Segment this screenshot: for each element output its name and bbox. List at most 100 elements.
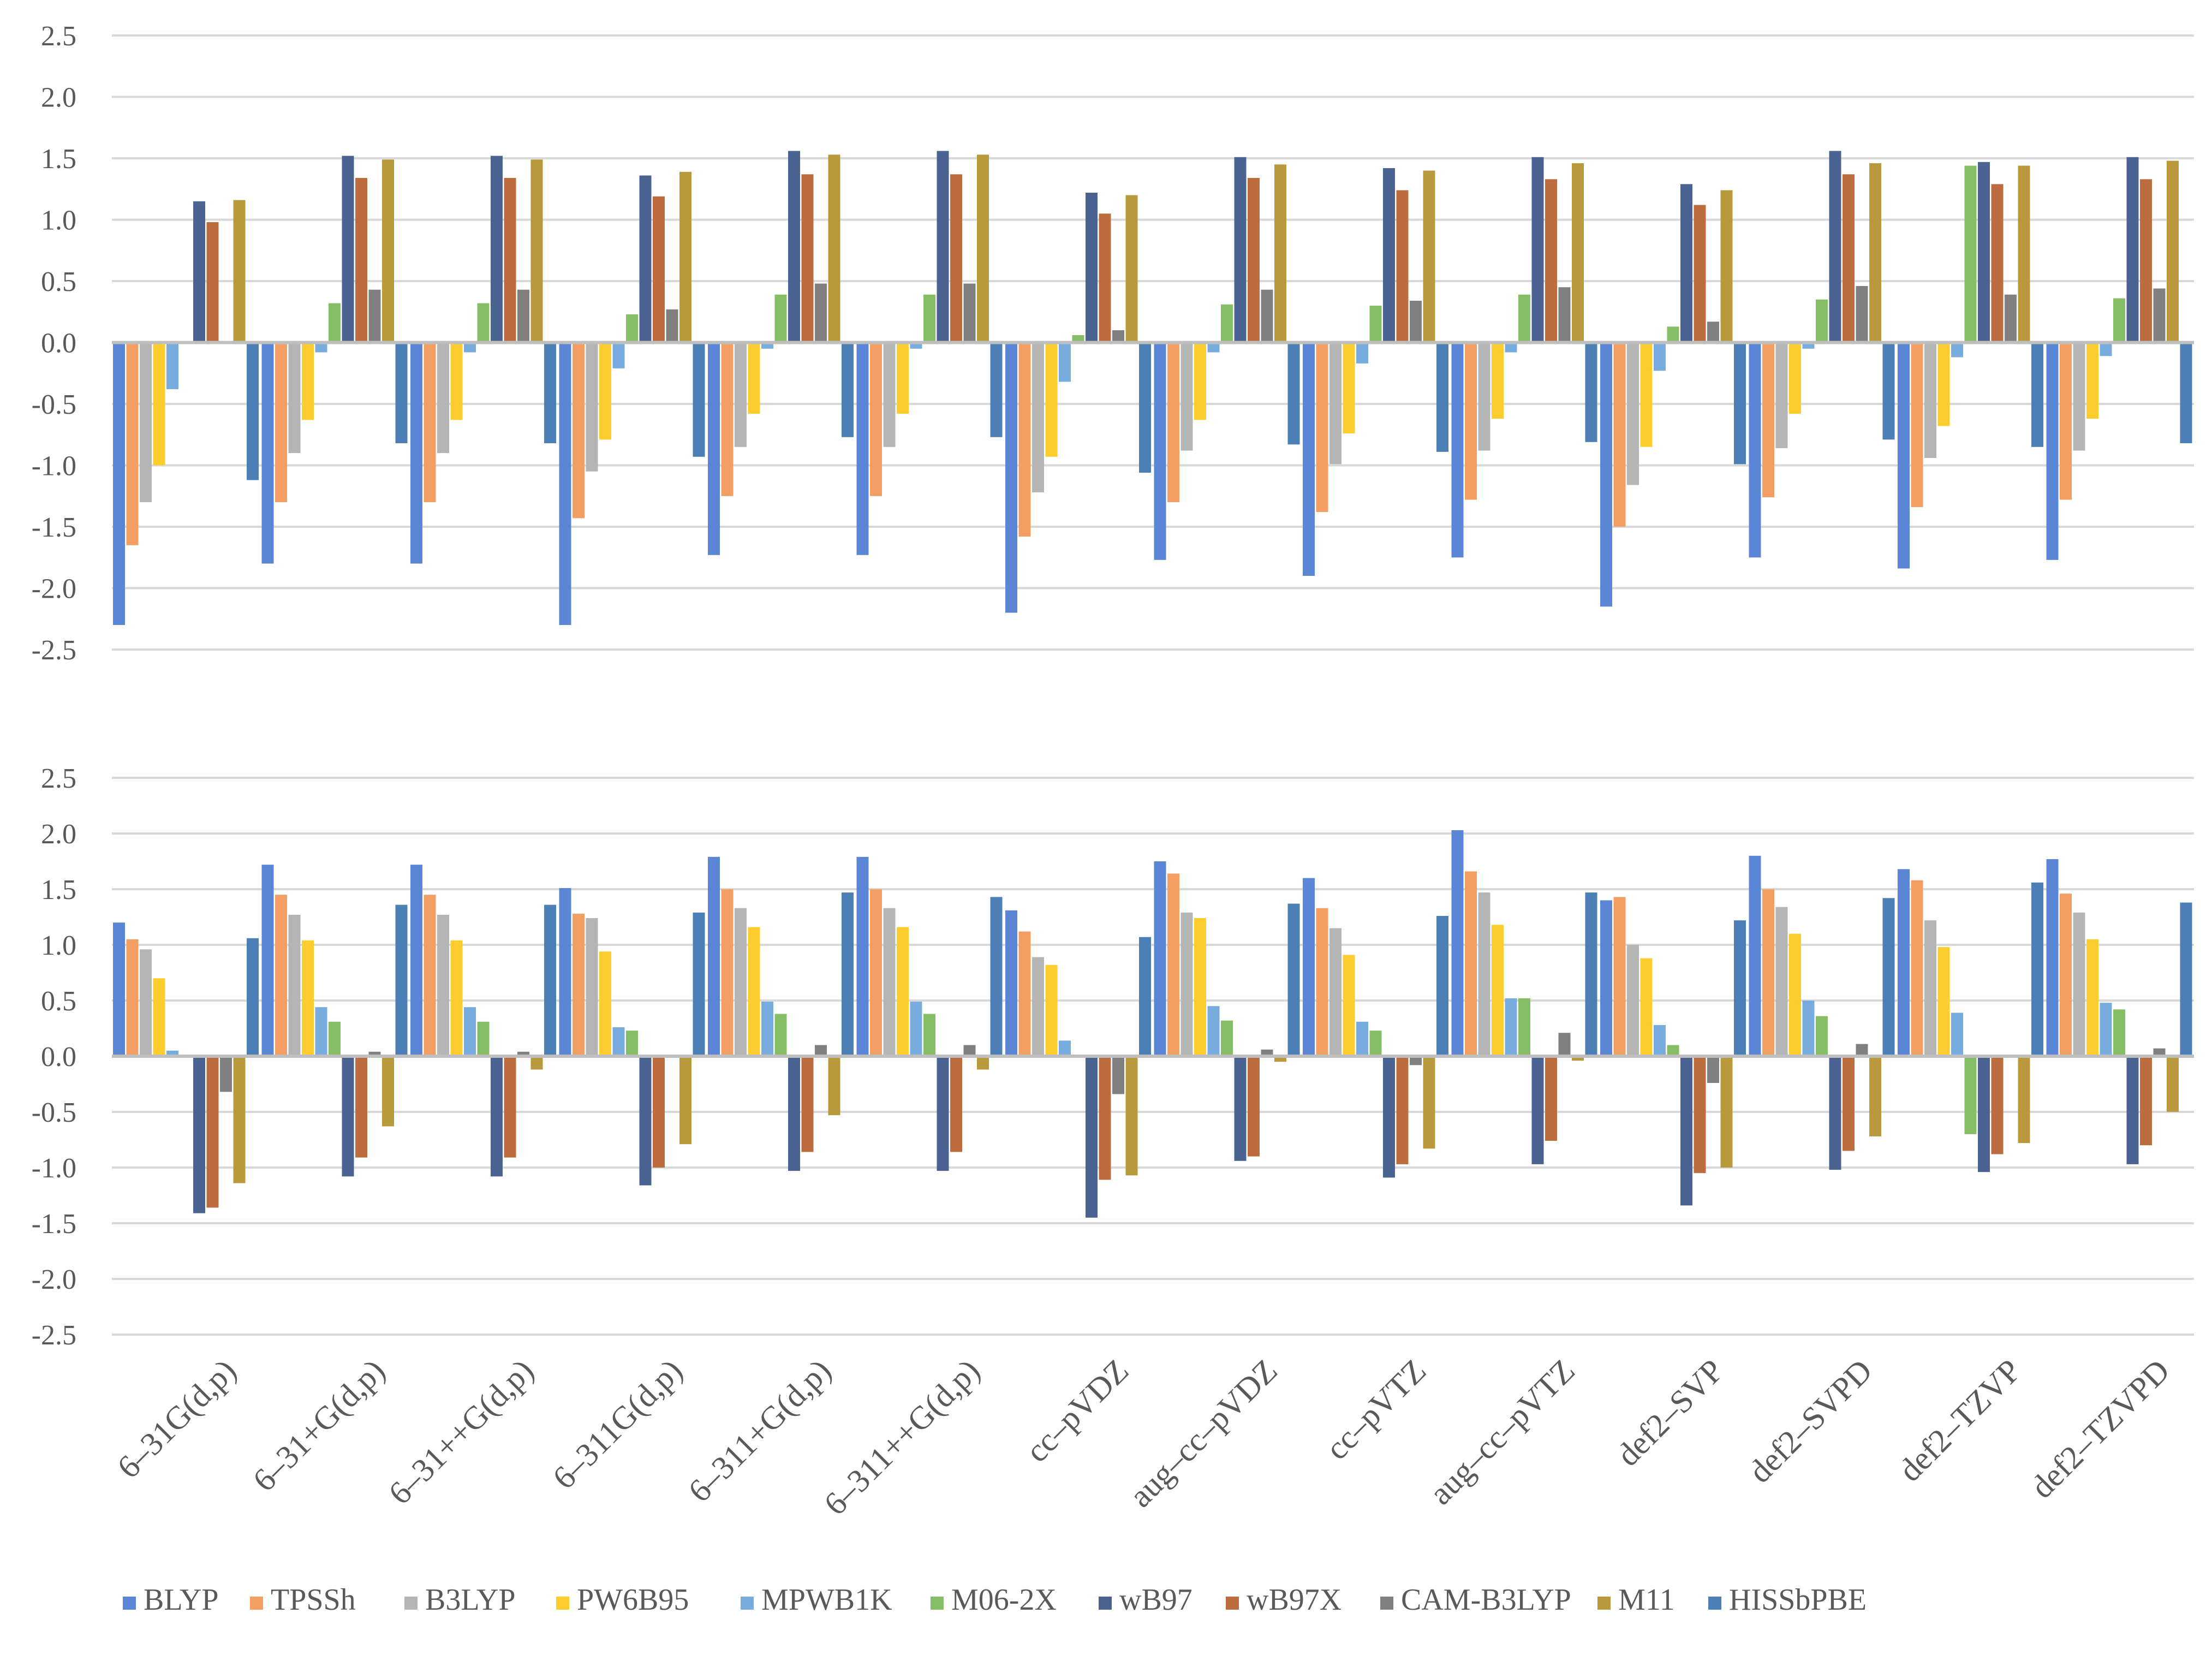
- bar-m11-11: [1869, 1056, 1881, 1136]
- bar-m11-10: [1720, 1056, 1733, 1168]
- bar-pw6b95-5: [897, 927, 909, 1056]
- y-tick-label: 0.5: [41, 266, 76, 297]
- y-tick-label: 2.5: [41, 21, 76, 52]
- bar-wb97x-13: [2140, 179, 2152, 343]
- bar-m11-13: [2167, 160, 2179, 343]
- bar-m06-2x-8: [1369, 1031, 1382, 1056]
- bar-blyp-1: [261, 865, 274, 1056]
- bar-hissbpbe-12: [2031, 882, 2043, 1056]
- bar-mpwb1k-10: [1654, 342, 1666, 371]
- bar-hissbpbe-4: [842, 892, 854, 1056]
- bar-mpwb1k-6: [1059, 342, 1071, 382]
- bar-wb97x-11: [1843, 1056, 1855, 1151]
- bar-wb97x-12: [1991, 1056, 2004, 1154]
- bar-mpwb1k-6: [1059, 1040, 1071, 1056]
- bar-m06-2x-10: [1667, 326, 1679, 343]
- bar-wb97-2: [491, 1056, 503, 1177]
- bar-b3lyp-11: [1775, 907, 1788, 1056]
- bar-mpwb1k-5: [910, 1002, 922, 1056]
- bar-m06-2x-12: [1964, 165, 1977, 343]
- bar-b3lyp-13: [2073, 342, 2085, 451]
- bar-blyp-13: [2046, 342, 2059, 560]
- bar-m06-2x-3: [626, 314, 638, 343]
- bar-b3lyp-13: [2073, 912, 2085, 1056]
- bar-hissbpbe-4: [842, 342, 854, 437]
- bar-blyp-2: [410, 342, 422, 564]
- bar-m11-8: [1423, 170, 1435, 343]
- bar-b3lyp-7: [1180, 912, 1193, 1056]
- bar-m11-9: [1572, 1056, 1584, 1061]
- bar-mpwb1k-5: [910, 342, 922, 349]
- bar-tpssh-12: [1911, 342, 1923, 507]
- bar-m06-2x-10: [1667, 1045, 1679, 1056]
- bar-cam-b3lyp-8: [1410, 301, 1422, 343]
- legend-label: BLYP: [144, 1583, 219, 1617]
- bar-m06-2x-1: [329, 1021, 341, 1056]
- category-label: cc–pVDZ: [1018, 1353, 1135, 1469]
- bar-blyp-7: [1154, 861, 1166, 1056]
- bar-mpwb1k-3: [612, 1027, 625, 1056]
- bar-m06-2x-2: [477, 303, 490, 343]
- bar-m06-2x-3: [626, 1031, 638, 1056]
- bar-hissbpbe-1: [395, 342, 408, 443]
- bar-hissbpbe-6: [1139, 937, 1151, 1056]
- bar-hissbpbe-7: [1287, 903, 1300, 1056]
- legend-label: HISSbPBE: [1729, 1583, 1867, 1617]
- bar-wb97-7: [1234, 157, 1247, 343]
- legend-label: MPWB1K: [761, 1583, 892, 1617]
- bar-wb97x-2: [504, 178, 516, 343]
- bar-pw6b95-9: [1492, 342, 1504, 419]
- bar-blyp-3: [559, 888, 571, 1056]
- bar-tpssh-3: [573, 913, 585, 1056]
- bar-cam-b3lyp-11: [1856, 286, 1868, 343]
- bar-tpssh-2: [424, 342, 436, 502]
- bar-cam-b3lyp-7: [1261, 289, 1273, 343]
- bar-m11-5: [977, 154, 989, 343]
- bar-pw6b95-12: [1937, 342, 1950, 426]
- bar-m11-12: [2018, 1056, 2030, 1144]
- bar-hissbpbe-3: [693, 342, 705, 457]
- bar-m11-1: [382, 159, 394, 343]
- bar-wb97x-8: [1396, 190, 1409, 343]
- bar-blyp-6: [1005, 342, 1017, 613]
- bar-b3lyp-9: [1478, 342, 1490, 451]
- legend-label: B3LYP: [425, 1583, 516, 1617]
- bar-b3lyp-4: [735, 342, 747, 447]
- bar-mpwb1k-11: [1802, 1001, 1815, 1056]
- bar-pw6b95-13: [2086, 342, 2098, 419]
- bar-wb97x-1: [355, 1056, 367, 1158]
- bar-tpssh-2: [424, 895, 436, 1056]
- bar-pw6b95-11: [1789, 342, 1801, 414]
- y-tick-label: -1.0: [32, 1153, 76, 1184]
- bar-pw6b95-0: [153, 978, 165, 1056]
- bar-mpwb1k-9: [1505, 998, 1517, 1056]
- y-tick-label: 0.0: [41, 1041, 76, 1073]
- category-label: aug–cc–pVDZ: [1123, 1353, 1284, 1514]
- bar-wb97-11: [1829, 1056, 1841, 1170]
- bar-hissbpbe-13: [2180, 902, 2192, 1056]
- bar-m06-2x-9: [1518, 294, 1530, 343]
- bar-cam-b3lyp-13: [2153, 1048, 2166, 1056]
- bar-mpwb1k-0: [166, 342, 178, 389]
- bar-wb97-10: [1680, 1056, 1692, 1206]
- bar-tpssh-4: [721, 342, 734, 496]
- bar-b3lyp-8: [1329, 342, 1341, 465]
- bar-wb97x-10: [1694, 1056, 1706, 1174]
- bar-pw6b95-10: [1640, 342, 1653, 447]
- bar-tpssh-11: [1762, 889, 1774, 1056]
- bar-wb97x-5: [950, 174, 962, 343]
- bar-cam-b3lyp-11: [1856, 1044, 1868, 1056]
- bar-m11-1: [382, 1056, 394, 1127]
- bar-wb97x-0: [206, 1056, 219, 1208]
- bar-mpwb1k-2: [464, 1007, 476, 1056]
- legend-swatch-mpwb1k: [741, 1597, 754, 1610]
- bar-cam-b3lyp-1: [368, 1051, 381, 1056]
- legend-swatch-m11: [1597, 1597, 1611, 1610]
- category-label: 6–311+G(d,p): [681, 1353, 838, 1509]
- bar-pw6b95-8: [1343, 955, 1355, 1056]
- bar-m11-4: [828, 154, 840, 343]
- bar-hissbpbe-5: [990, 897, 1003, 1056]
- bar-b3lyp-5: [883, 908, 896, 1056]
- bar-cam-b3lyp-2: [517, 1051, 529, 1056]
- bar-wb97x-9: [1545, 1056, 1557, 1141]
